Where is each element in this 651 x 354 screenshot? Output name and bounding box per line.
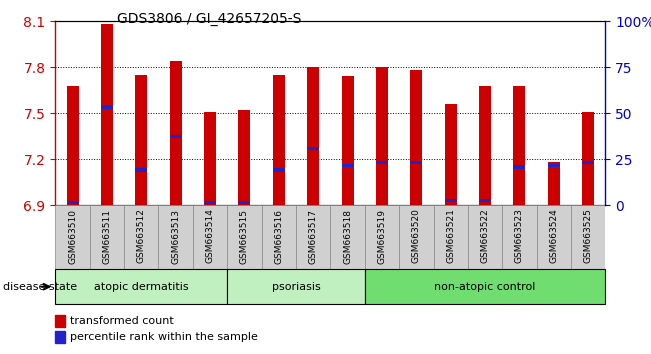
Text: GSM663515: GSM663515 [240,209,249,263]
Bar [514,165,525,169]
Text: GSM663512: GSM663512 [137,209,146,263]
FancyBboxPatch shape [296,205,330,269]
Text: atopic dermatitis: atopic dermatitis [94,282,189,292]
FancyBboxPatch shape [227,205,262,269]
Bar [135,75,147,205]
Text: GSM663524: GSM663524 [549,209,559,263]
Bar [238,110,251,205]
Text: GSM663517: GSM663517 [309,209,318,263]
FancyBboxPatch shape [503,205,536,269]
FancyBboxPatch shape [468,205,503,269]
Bar [479,86,491,205]
Bar [55,331,65,343]
Bar [342,76,353,205]
Text: GSM663516: GSM663516 [274,209,283,263]
Text: transformed count: transformed count [70,316,174,326]
FancyBboxPatch shape [571,205,605,269]
Bar [307,147,319,150]
FancyBboxPatch shape [262,205,296,269]
Bar [410,161,422,164]
Bar [204,201,216,204]
FancyBboxPatch shape [193,205,227,269]
Text: GDS3806 / GI_42657205-S: GDS3806 / GI_42657205-S [117,12,301,27]
FancyBboxPatch shape [90,205,124,269]
Bar [66,86,79,205]
Bar [376,161,388,164]
Text: GSM663519: GSM663519 [378,209,387,263]
Text: disease state: disease state [3,282,77,292]
Bar [445,199,457,202]
Bar [410,70,422,205]
FancyBboxPatch shape [399,205,434,269]
FancyBboxPatch shape [158,205,193,269]
Bar [582,112,594,205]
Text: GSM663521: GSM663521 [446,209,455,263]
Bar [204,112,216,205]
Text: GSM663510: GSM663510 [68,209,77,263]
Text: GSM663523: GSM663523 [515,209,524,263]
Bar [101,105,113,109]
Text: GSM663525: GSM663525 [584,209,593,263]
Bar [342,164,353,167]
Text: GSM663520: GSM663520 [412,209,421,263]
Bar [376,67,388,205]
Bar [55,315,65,327]
Text: psoriasis: psoriasis [271,282,320,292]
Text: percentile rank within the sample: percentile rank within the sample [70,332,258,342]
Bar [548,162,560,205]
FancyBboxPatch shape [55,205,90,269]
Bar [273,169,285,172]
Text: GSM663514: GSM663514 [206,209,215,263]
Bar [170,135,182,138]
Bar [548,164,560,167]
FancyBboxPatch shape [330,205,365,269]
FancyBboxPatch shape [55,269,227,304]
FancyBboxPatch shape [365,269,605,304]
Text: non-atopic control: non-atopic control [434,282,536,292]
FancyBboxPatch shape [365,205,399,269]
FancyBboxPatch shape [536,205,571,269]
Text: GSM663518: GSM663518 [343,209,352,263]
Bar [582,161,594,164]
Bar [135,169,147,172]
Bar [307,67,319,205]
Bar [101,24,113,205]
Bar [514,86,525,205]
Text: GSM663522: GSM663522 [480,209,490,263]
Bar [170,61,182,205]
Text: GSM663513: GSM663513 [171,209,180,263]
Bar [273,75,285,205]
Bar [445,104,457,205]
FancyBboxPatch shape [124,205,158,269]
Bar [238,201,251,204]
Bar [66,201,79,204]
Bar [479,199,491,202]
Text: GSM663511: GSM663511 [102,209,111,263]
FancyBboxPatch shape [227,269,365,304]
FancyBboxPatch shape [434,205,468,269]
